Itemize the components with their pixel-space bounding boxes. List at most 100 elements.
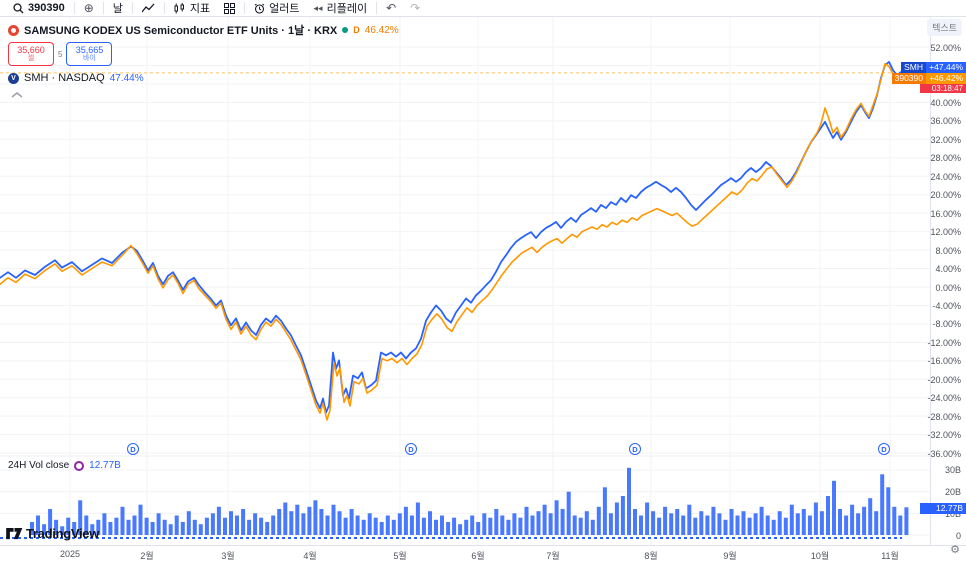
dividend-marker-letter: D bbox=[881, 445, 887, 454]
volume-bar bbox=[361, 519, 366, 535]
volume-bar bbox=[265, 522, 270, 535]
volume-bar bbox=[904, 507, 909, 535]
data-mode-badge: D bbox=[353, 25, 360, 35]
volume-legend-row[interactable]: 24H Vol close 12.77B bbox=[8, 459, 121, 472]
volume-bar bbox=[651, 511, 656, 535]
legend-collapse-button[interactable] bbox=[8, 90, 26, 100]
tradingview-watermark[interactable]: TradingView bbox=[6, 526, 99, 541]
spread-value: 5 bbox=[58, 49, 63, 59]
dividend-marker-letter: D bbox=[130, 445, 136, 454]
volume-bar bbox=[838, 509, 842, 535]
indicators-button[interactable]: 지표 bbox=[167, 1, 217, 16]
volume-bar bbox=[566, 491, 571, 535]
volume-bar bbox=[868, 498, 873, 535]
volume-bar bbox=[898, 515, 903, 535]
volume-bar bbox=[259, 517, 264, 535]
etf-badge-label: 390390 bbox=[891, 73, 926, 84]
main-series-legend-row[interactable]: SAMSUNG KODEX US Semiconductor ETF Units… bbox=[8, 23, 399, 37]
volume-bar bbox=[627, 467, 631, 535]
interval-button[interactable]: 날 bbox=[106, 1, 130, 16]
volume-bar bbox=[542, 504, 547, 535]
volume-bar bbox=[681, 515, 686, 535]
interval-label: 날 bbox=[112, 3, 123, 15]
redo-button[interactable]: ↷ bbox=[403, 1, 427, 16]
volume-bar bbox=[669, 513, 674, 535]
volume-bar bbox=[204, 517, 209, 535]
volume-bar bbox=[241, 509, 246, 535]
dividend-marker-icon bbox=[878, 443, 890, 455]
volume-bar bbox=[482, 513, 487, 535]
volume-bar bbox=[813, 502, 818, 535]
volume-bar bbox=[832, 480, 836, 535]
chart-style-button[interactable] bbox=[135, 1, 162, 16]
line-chart-icon bbox=[141, 3, 155, 12]
market-status-dot-icon bbox=[342, 27, 349, 33]
toolbar-separator bbox=[73, 2, 75, 14]
volume-indicator-icon bbox=[74, 460, 85, 471]
volume-value-badge: 12.77B bbox=[920, 503, 966, 514]
volume-bar bbox=[421, 517, 426, 535]
compare-button[interactable]: ⊕ bbox=[77, 1, 101, 16]
volume-bar bbox=[759, 506, 764, 535]
volume-bar bbox=[488, 517, 493, 535]
dividend-marker-icon bbox=[127, 443, 139, 455]
smh-price-badge: SMH +47.44% bbox=[901, 62, 966, 73]
layout-grid-button[interactable] bbox=[217, 1, 242, 16]
grid-layout-icon bbox=[224, 2, 236, 14]
indicators-label: 지표 bbox=[189, 3, 211, 15]
undo-button[interactable]: ↶ bbox=[379, 1, 403, 16]
symbol-search-button[interactable]: 390390 bbox=[6, 1, 72, 16]
buy-price: 35,665 bbox=[75, 45, 104, 55]
time-axis-settings-gear-icon[interactable]: ⚙ bbox=[950, 544, 960, 556]
volume-bar bbox=[753, 513, 758, 535]
volume-bar bbox=[379, 522, 384, 535]
main-series-change: 46.42% bbox=[364, 24, 399, 36]
volume-bar bbox=[548, 513, 553, 535]
volume-bar bbox=[699, 511, 704, 535]
volume-bar bbox=[578, 517, 583, 535]
volume-bar bbox=[723, 519, 728, 535]
volume-bar bbox=[90, 524, 95, 535]
volume-bar bbox=[862, 506, 867, 535]
volume-bar bbox=[102, 513, 107, 535]
smh-badge-label: SMH bbox=[901, 62, 926, 73]
volume-bar bbox=[36, 515, 40, 535]
volume-bar bbox=[349, 509, 354, 535]
volume-bar bbox=[186, 511, 191, 535]
alert-button[interactable]: 얼러트 bbox=[247, 1, 306, 16]
volume-bar bbox=[78, 500, 83, 535]
volume-bar bbox=[735, 515, 740, 535]
plus-circle-icon: ⊕ bbox=[83, 1, 94, 15]
sell-button[interactable]: 35,660 셀 bbox=[8, 42, 54, 66]
buy-button[interactable]: 35,665 바이 bbox=[66, 42, 113, 66]
volume-bar bbox=[271, 515, 276, 535]
volume-bar bbox=[301, 513, 306, 535]
volume-bar bbox=[639, 515, 643, 535]
volume-bar bbox=[693, 517, 698, 535]
volume-bar bbox=[337, 511, 342, 535]
volume-bar bbox=[633, 509, 637, 535]
volume-bar bbox=[765, 515, 770, 535]
volume-bar bbox=[247, 519, 252, 535]
alert-label: 얼러트 bbox=[269, 3, 300, 15]
price-scale-text-chip[interactable]: 텍스트 bbox=[927, 19, 962, 36]
volume-bar bbox=[590, 519, 595, 535]
volume-bar bbox=[150, 522, 155, 535]
volume-bar bbox=[229, 511, 233, 535]
volume-bar bbox=[506, 519, 511, 535]
compare-series-change: 47.44% bbox=[109, 72, 144, 84]
toolbar-separator bbox=[376, 2, 378, 14]
volume-bar bbox=[874, 511, 879, 535]
volume-bar bbox=[747, 517, 752, 535]
volume-bar bbox=[42, 524, 47, 535]
volume-bar bbox=[584, 511, 589, 535]
compare-series-legend-row[interactable]: V SMH · NASDAQ 47.44% bbox=[8, 71, 399, 85]
replay-button[interactable]: ◂◂ 리플레이 bbox=[307, 1, 375, 16]
volume-last-value: 12.77B bbox=[89, 460, 121, 471]
volume-bar bbox=[373, 517, 378, 535]
volume-bar bbox=[608, 513, 613, 535]
volume-bar bbox=[741, 511, 746, 535]
volume-indicator-title: 24H Vol close bbox=[8, 460, 70, 471]
volume-bar bbox=[663, 506, 668, 535]
